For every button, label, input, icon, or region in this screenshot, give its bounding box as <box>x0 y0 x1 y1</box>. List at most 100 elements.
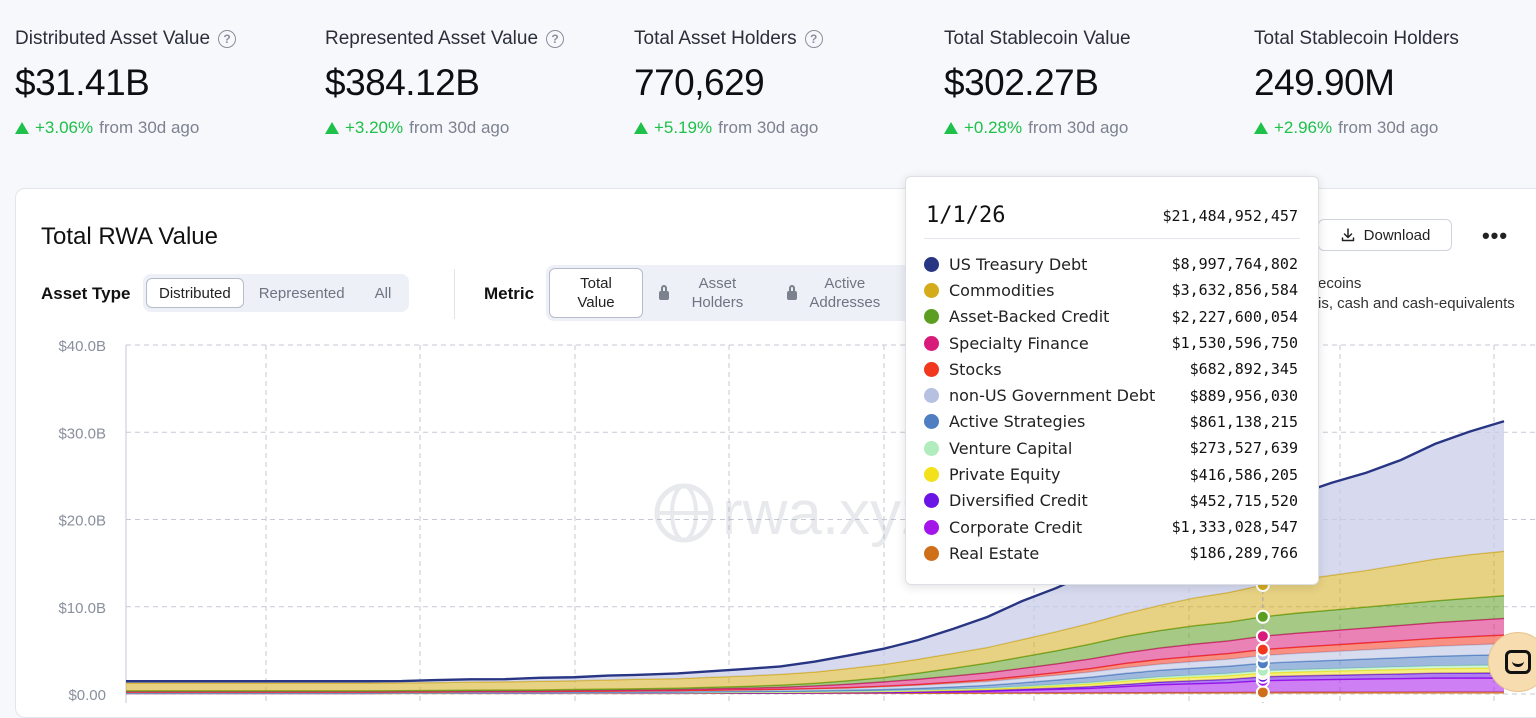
download-button[interactable]: Download <box>1318 219 1452 251</box>
tooltip-series-value: $273,527,639 <box>1189 439 1298 458</box>
tooltip-row: US Treasury Debt $8,997,764,802 <box>924 251 1298 277</box>
series-dot-icon <box>924 361 939 377</box>
tooltip-rows: US Treasury Debt $8,997,764,802 Commoditie… <box>924 251 1298 567</box>
more-options-icon[interactable]: ••• <box>1481 223 1509 248</box>
hover-marker <box>1255 609 1270 624</box>
up-arrow-icon <box>1254 122 1268 134</box>
metric-selector: Total Value Asset Holders Active Address… <box>546 265 926 321</box>
chart-tooltip: 1/1/26 $21,484,952,457 US Treasury Debt $… <box>905 176 1319 585</box>
download-icon <box>1341 228 1354 242</box>
tooltip-series-name: Real Estate <box>949 543 1040 563</box>
tooltip-row: Venture Capital $273,527,639 <box>924 435 1298 461</box>
help-icon[interactable]: ? <box>546 30 565 48</box>
y-tick-label: $40.0B <box>58 338 106 355</box>
tooltip-date: 1/1/26 <box>926 203 1006 228</box>
tooltip-row: Commodities $3,632,856,584 <box>924 277 1298 303</box>
chat-icon <box>1505 650 1531 674</box>
area-corporate-credit[interactable] <box>126 678 1504 694</box>
stats-row: Distributed Asset Value? $31.41B +3.06% f… <box>0 0 1536 180</box>
tooltip-series-value: $1,530,596,750 <box>1171 334 1298 353</box>
series-dot-icon <box>924 493 939 509</box>
stat-total-stablecoin-value: Total Stablecoin Value $302.27B +0.28% fr… <box>944 26 1244 138</box>
hover-marker <box>1255 642 1270 657</box>
metric-asset-holders[interactable]: Asset Holders <box>643 268 774 318</box>
stat-label: Represented Asset Value <box>325 28 539 49</box>
stat-change-suffix: from 30d ago <box>718 118 819 137</box>
tooltip-series-name: non-US Government Debt <box>949 386 1156 406</box>
series-dot-icon <box>924 335 939 351</box>
metric-asset-holders-label: Asset Holders <box>691 275 744 311</box>
legend-partial-cash[interactable]: is, cash and cash-equivalents <box>1318 295 1515 312</box>
stat-total-stablecoin-holders: Total Stablecoin Holders 249.90M +2.96% f… <box>1254 26 1536 138</box>
tooltip-series-name: Active Strategies <box>949 412 1086 432</box>
stat-value: 770,629 <box>634 62 765 103</box>
y-tick-label: $30.0B <box>58 425 106 442</box>
series-dot-icon <box>924 309 939 325</box>
tooltip-series-value: $2,227,600,054 <box>1171 307 1298 326</box>
tooltip-total: $21,484,952,457 <box>1162 207 1298 225</box>
tooltip-series-value: $452,715,520 <box>1189 491 1298 510</box>
asset-type-selector: Distributed Represented All <box>143 274 410 312</box>
metric-total-value[interactable]: Total Value <box>549 268 644 318</box>
help-icon[interactable]: ? <box>218 30 237 48</box>
metric-label: Metric <box>484 284 535 303</box>
stat-value: $384.12B <box>325 62 480 103</box>
legend-partial-stablecoins[interactable]: ecoins <box>1318 275 1362 292</box>
series-dot-icon <box>924 256 939 272</box>
lock-icon <box>786 284 797 300</box>
tooltip-series-value: $3,632,856,584 <box>1171 281 1298 300</box>
stat-change: +0.28% <box>964 118 1023 137</box>
stat-distributed-asset-value: Distributed Asset Value? $31.41B +3.06% f… <box>15 26 315 138</box>
tooltip-series-name: US Treasury Debt <box>949 254 1088 274</box>
area-commodities[interactable] <box>126 551 1504 691</box>
hover-marker <box>1255 685 1270 700</box>
tooltip-series-value: $861,138,215 <box>1189 412 1298 431</box>
y-tick-label: $20.0B <box>58 513 106 530</box>
asset-type-represented[interactable]: Represented <box>244 278 360 308</box>
watermark-text: rwa.xyz <box>722 479 932 548</box>
tooltip-series-value: $8,997,764,802 <box>1171 255 1298 274</box>
asset-type-distributed[interactable]: Distributed <box>146 278 244 308</box>
tooltip-row: non-US Government Debt $889,956,030 <box>924 382 1298 408</box>
series-dot-icon <box>924 467 939 483</box>
tooltip-row: Active Strategies $861,138,215 <box>924 409 1298 435</box>
series-dot-icon <box>924 282 939 298</box>
hover-markers <box>1253 497 1272 700</box>
tooltip-series-name: Venture Capital <box>949 438 1073 458</box>
tooltip-series-value: $1,333,028,547 <box>1171 518 1298 537</box>
stat-label: Total Stablecoin Holders <box>1254 28 1459 49</box>
help-icon[interactable]: ? <box>804 30 823 48</box>
stat-change: +2.96% <box>1274 118 1333 137</box>
stat-change-suffix: from 30d ago <box>1338 118 1439 137</box>
stat-value: 249.90M <box>1254 62 1395 103</box>
series-dot-icon <box>924 414 939 430</box>
divider <box>454 269 455 319</box>
y-axis-ticks: $0.00 $10.0B $20.0B $30.0B $40.0B <box>58 338 106 703</box>
download-label: Download <box>1363 226 1431 244</box>
series-dot-icon <box>924 388 939 404</box>
tooltip-series-name: Stocks <box>949 359 1002 379</box>
stat-label: Distributed Asset Value <box>15 28 211 49</box>
y-tick-label: $0.00 <box>68 687 106 703</box>
metric-active-addresses[interactable]: Active Addresses <box>774 268 923 318</box>
chat-support-button[interactable] <box>1488 632 1536 692</box>
tooltip-row: Asset-Backed Credit $2,227,600,054 <box>924 304 1298 330</box>
chart-title: Total RWA Value <box>41 223 218 250</box>
stat-label: Total Asset Holders <box>634 28 797 49</box>
asset-type-label: Asset Type <box>41 284 131 303</box>
stat-value: $302.27B <box>944 62 1099 103</box>
stat-change: +3.20% <box>345 118 404 137</box>
stat-change-suffix: from 30d ago <box>409 118 510 137</box>
series-dot-icon <box>924 545 939 561</box>
tooltip-row: Private Equity $416,586,205 <box>924 461 1298 487</box>
y-tick-label: $10.0B <box>58 600 106 617</box>
tooltip-series-name: Commodities <box>949 280 1055 300</box>
up-arrow-icon <box>944 122 958 134</box>
asset-type-all[interactable]: All <box>360 278 407 308</box>
tooltip-row: Specialty Finance $1,530,596,750 <box>924 330 1298 356</box>
tooltip-row: Corporate Credit $1,333,028,547 <box>924 514 1298 540</box>
tooltip-row: Stocks $682,892,345 <box>924 356 1298 382</box>
stat-change-suffix: from 30d ago <box>1028 118 1129 137</box>
stat-label: Total Stablecoin Value <box>944 28 1131 49</box>
hover-marker <box>1255 629 1270 644</box>
